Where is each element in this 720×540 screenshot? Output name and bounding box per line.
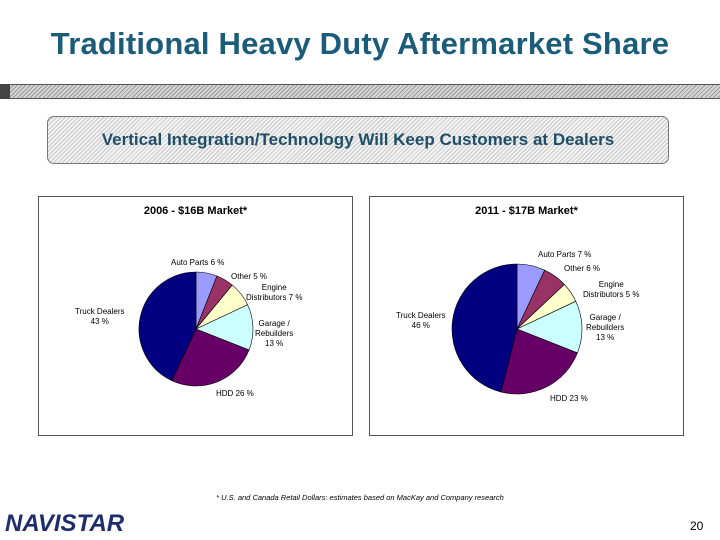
label-auto-parts-2011: Auto Parts 7 %: [538, 250, 592, 259]
key-message-banner: Vertical Integration/Technology Will Kee…: [47, 116, 669, 164]
chart-panel-2006: 2006 - $16B Market* Auto Parts 6 % Other…: [38, 196, 353, 436]
chart-title-2011: 2011 - $17B Market*: [475, 205, 578, 217]
label-hdd-2006: HDD 26 %: [216, 389, 254, 398]
footnote: * U.S. and Canada Retail Dollars: estima…: [216, 493, 504, 502]
pie-chart-2006: [138, 271, 254, 387]
label-truck-dealers-2006: Truck Dealers 43 %: [75, 307, 125, 326]
title-divider-cap: [0, 84, 10, 99]
chart-title-2006: 2006 - $16B Market*: [143, 205, 248, 217]
label-garage-rebuilders-2006: Garage / Rebuilders 13 %: [255, 319, 294, 348]
slide-title: Traditional Heavy Duty Aftermarket Share: [50, 26, 670, 61]
banner-text: Vertical Integration/Technology Will Kee…: [101, 130, 615, 149]
label-engine-distributors-2011: Engine Distributors 5 %: [583, 280, 640, 299]
label-engine-distributors-2006: Engine Distributors 7 %: [246, 283, 303, 302]
label-other-2006: Other 5 %: [231, 272, 268, 281]
pie-slice-truck-dealers-2006: [138, 271, 197, 381]
pie-chart-2011: [451, 263, 583, 395]
page-number: 20: [690, 519, 704, 533]
label-hdd-2011: HDD 23 %: [550, 394, 588, 403]
pie-slice-hdd-2006: [171, 328, 250, 387]
label-truck-dealers-2011: Truck Dealers 46 %: [396, 311, 446, 330]
navistar-logo: NAVISTAR: [5, 510, 125, 537]
label-auto-parts-2006: Auto Parts 6 %: [171, 258, 225, 267]
label-garage-rebuilders-2011: Garage / Rebuilders 13 %: [586, 313, 625, 342]
chart-panel-2011: 2011 - $17B Market* Auto Parts 7 % Other…: [369, 196, 684, 436]
title-divider: [0, 84, 720, 99]
pie-slice-truck-dealers-2011: [451, 263, 518, 393]
label-other-2011: Other 6 %: [564, 264, 601, 273]
pie-slice-hdd-2011: [500, 328, 578, 395]
